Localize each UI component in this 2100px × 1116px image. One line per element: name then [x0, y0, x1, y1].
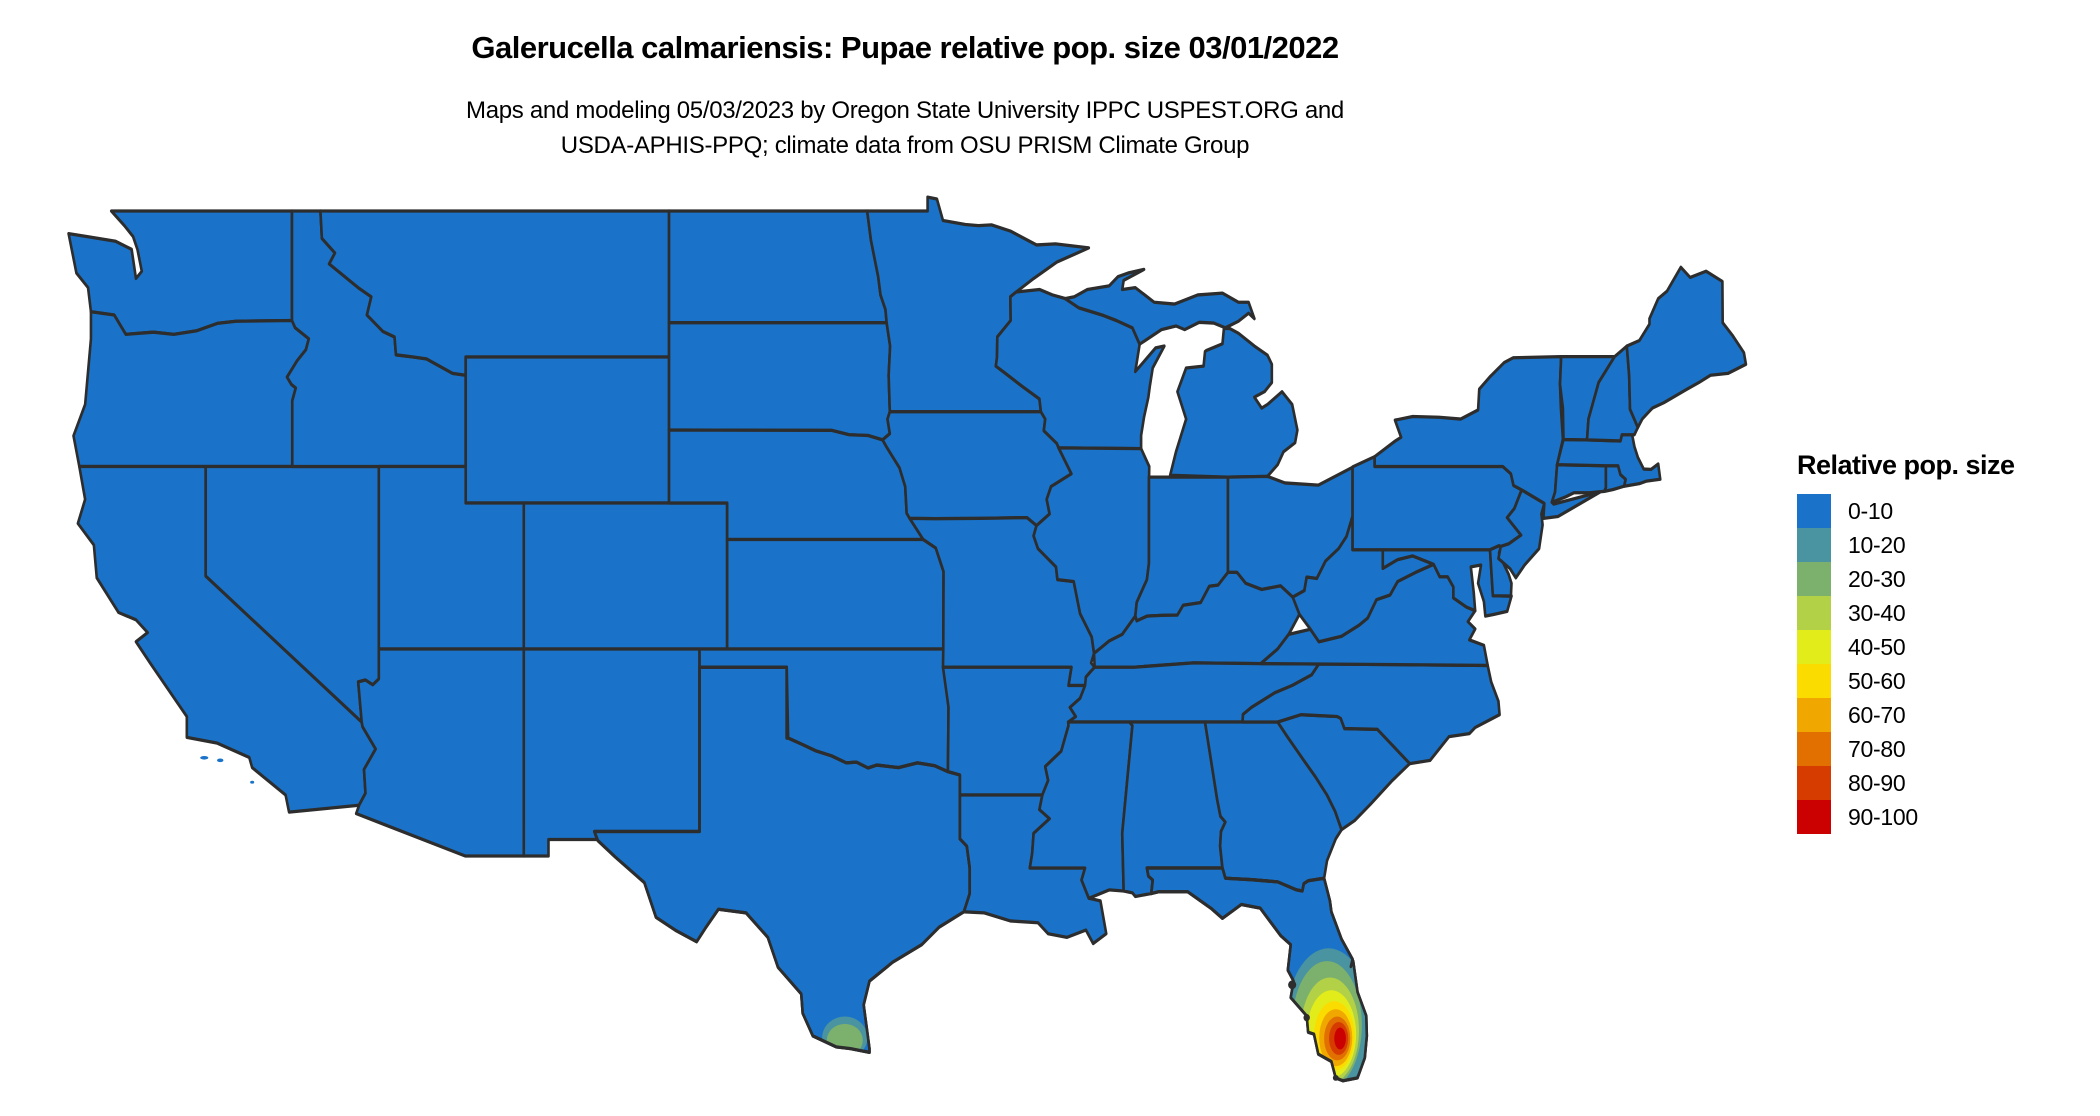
state-michigan [1063, 267, 1299, 479]
state-kentucky [1092, 570, 1306, 669]
legend-item: 60-70 [1797, 698, 2015, 732]
legend-swatch [1797, 630, 1831, 664]
legend-swatch [1797, 698, 1831, 732]
state-north-carolina [1241, 662, 1501, 766]
channel-island-dot [250, 780, 255, 784]
state-oregon [72, 310, 311, 469]
legend-label: 0-10 [1848, 498, 1893, 524]
legend-swatch [1797, 596, 1831, 630]
state-north-dakota [667, 209, 888, 325]
legend-label: 90-100 [1848, 804, 1918, 830]
charlotte-harbor-mark [1303, 1014, 1310, 1022]
channel-island-dot [200, 755, 209, 760]
legend-label: 10-20 [1848, 532, 1906, 558]
channel-island-dot [217, 758, 224, 763]
legend-label: 70-80 [1848, 736, 1906, 762]
state-colorado [522, 501, 729, 651]
tampa-bay-mark [1288, 980, 1297, 990]
state-maine [1625, 265, 1748, 430]
legend-swatch [1797, 732, 1831, 766]
legend-title: Relative pop. size [1797, 450, 2015, 480]
legend-label: 50-60 [1848, 668, 1906, 694]
florida-outline [1145, 866, 1369, 1083]
state-arizona [354, 647, 526, 858]
map-fill-layer [67, 195, 1748, 1083]
texas-hotspot-20-30 [826, 1023, 863, 1053]
legend-item: 50-60 [1797, 664, 2015, 698]
map-border-layer [67, 195, 1748, 1083]
florida-hotspot-layer [1286, 948, 1367, 1081]
legend-item: 30-40 [1797, 596, 2015, 630]
legend-item: 70-80 [1797, 732, 2015, 766]
legend-swatch [1797, 562, 1831, 596]
subtitle-line-1: Maps and modeling 05/03/2023 by Oregon S… [466, 97, 1344, 124]
legend-swatch [1797, 766, 1831, 800]
state-pennsylvania [1351, 455, 1523, 552]
legend-item: 80-90 [1797, 766, 2015, 800]
legend-label: 20-30 [1848, 566, 1906, 592]
legend-swatch [1797, 528, 1831, 562]
page-title: Galerucella calmariensis: Pupae relative… [471, 30, 1339, 65]
legend-label: 80-90 [1848, 770, 1906, 796]
cape-sable-mark [1332, 1074, 1339, 1081]
legend-swatch [1797, 800, 1831, 834]
state-new-mexico [522, 647, 701, 858]
legend: Relative pop. size 0-10 10-20 20-30 30-4… [1797, 450, 2015, 834]
subtitle-line-2: USDA-APHIS-PPQ; climate data from OSU PR… [560, 132, 1250, 159]
state-wyoming [464, 355, 671, 505]
texas-hotspot-layer [822, 1016, 868, 1053]
state-new-jersey [1497, 488, 1546, 580]
legend-swatch [1797, 664, 1831, 698]
legend-item: 20-30 [1797, 562, 2015, 596]
legend-item: 0-10 [1797, 494, 2015, 528]
state-kansas [725, 537, 945, 651]
texas-outline [593, 665, 972, 1054]
legend-label: 60-70 [1848, 702, 1906, 728]
legend-item: 40-50 [1797, 630, 2015, 664]
florida-hotspot-90-100 [1334, 1027, 1346, 1050]
state-south-dakota [667, 321, 892, 442]
legend-label: 40-50 [1848, 634, 1906, 660]
legend-item: 10-20 [1797, 528, 2015, 562]
state-maryland [1381, 548, 1513, 618]
legend-item: 90-100 [1797, 800, 2015, 834]
legend-label: 30-40 [1848, 600, 1906, 626]
legend-swatch [1797, 494, 1831, 528]
